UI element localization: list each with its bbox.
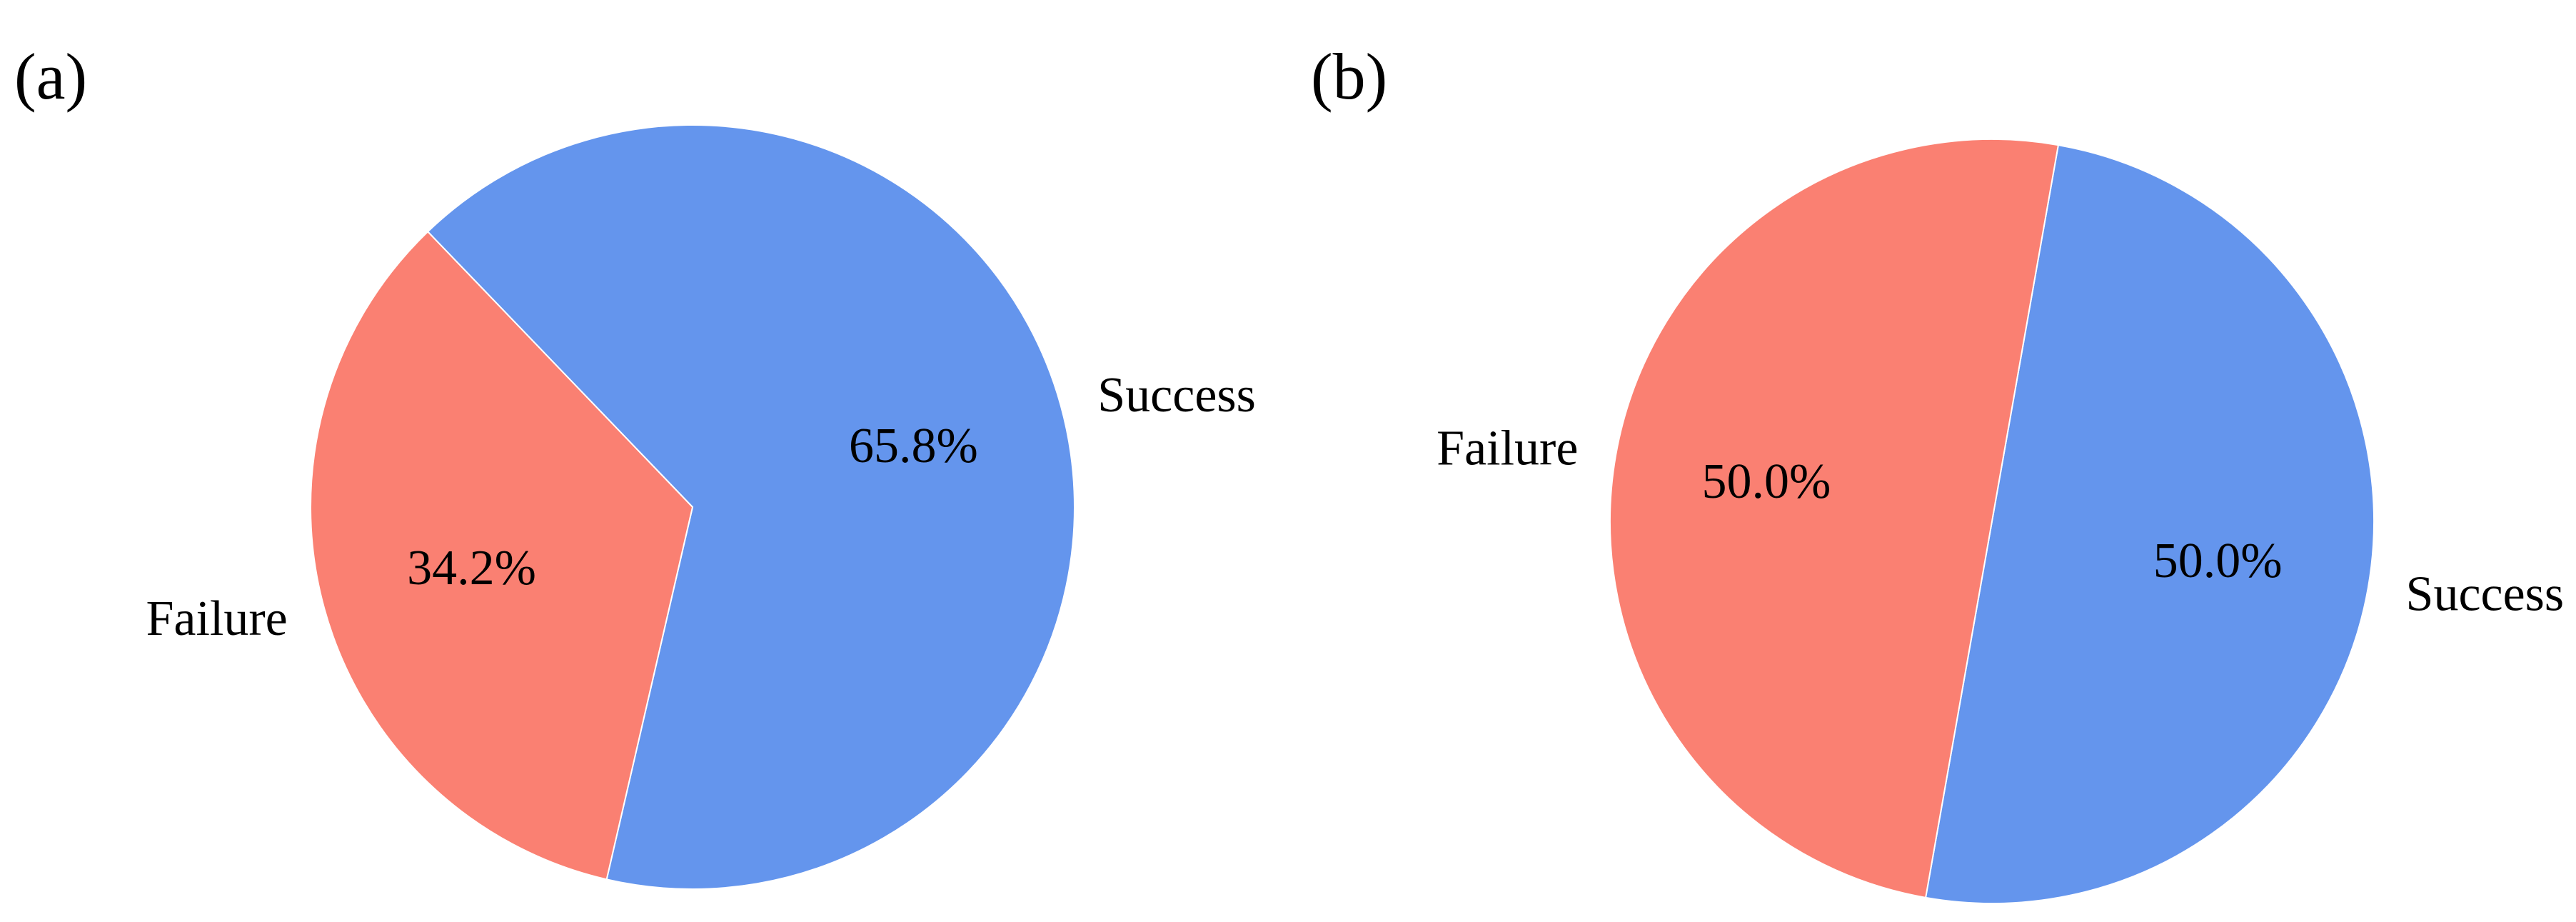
pie-slice-failure [310,230,694,881]
pie-percent-label: 50.0% [2153,533,2283,588]
pie-category-label: Success [1097,368,1256,423]
pie-category-label: Success [2406,567,2565,622]
pie-percent-label: 34.2% [407,541,536,596]
pie-category-label: Failure [1437,421,1578,476]
pie-percent-label: 65.8% [849,419,978,473]
pie-chart-b: 50.0% Success 50.0% Failure [1437,139,2564,903]
pie-slice-success [1926,145,2374,903]
pie-chart-a: 65.8% Success 34.2% Failure [146,124,1256,890]
pie-percent-label: 50.0% [1701,454,1831,509]
pie-category-label: Failure [146,591,287,646]
pie-slice-success [426,124,1075,890]
panel-label-a: (a) [14,40,87,113]
panel-label-b: (b) [1311,40,1387,113]
pie-slice-failure [1610,139,2058,898]
